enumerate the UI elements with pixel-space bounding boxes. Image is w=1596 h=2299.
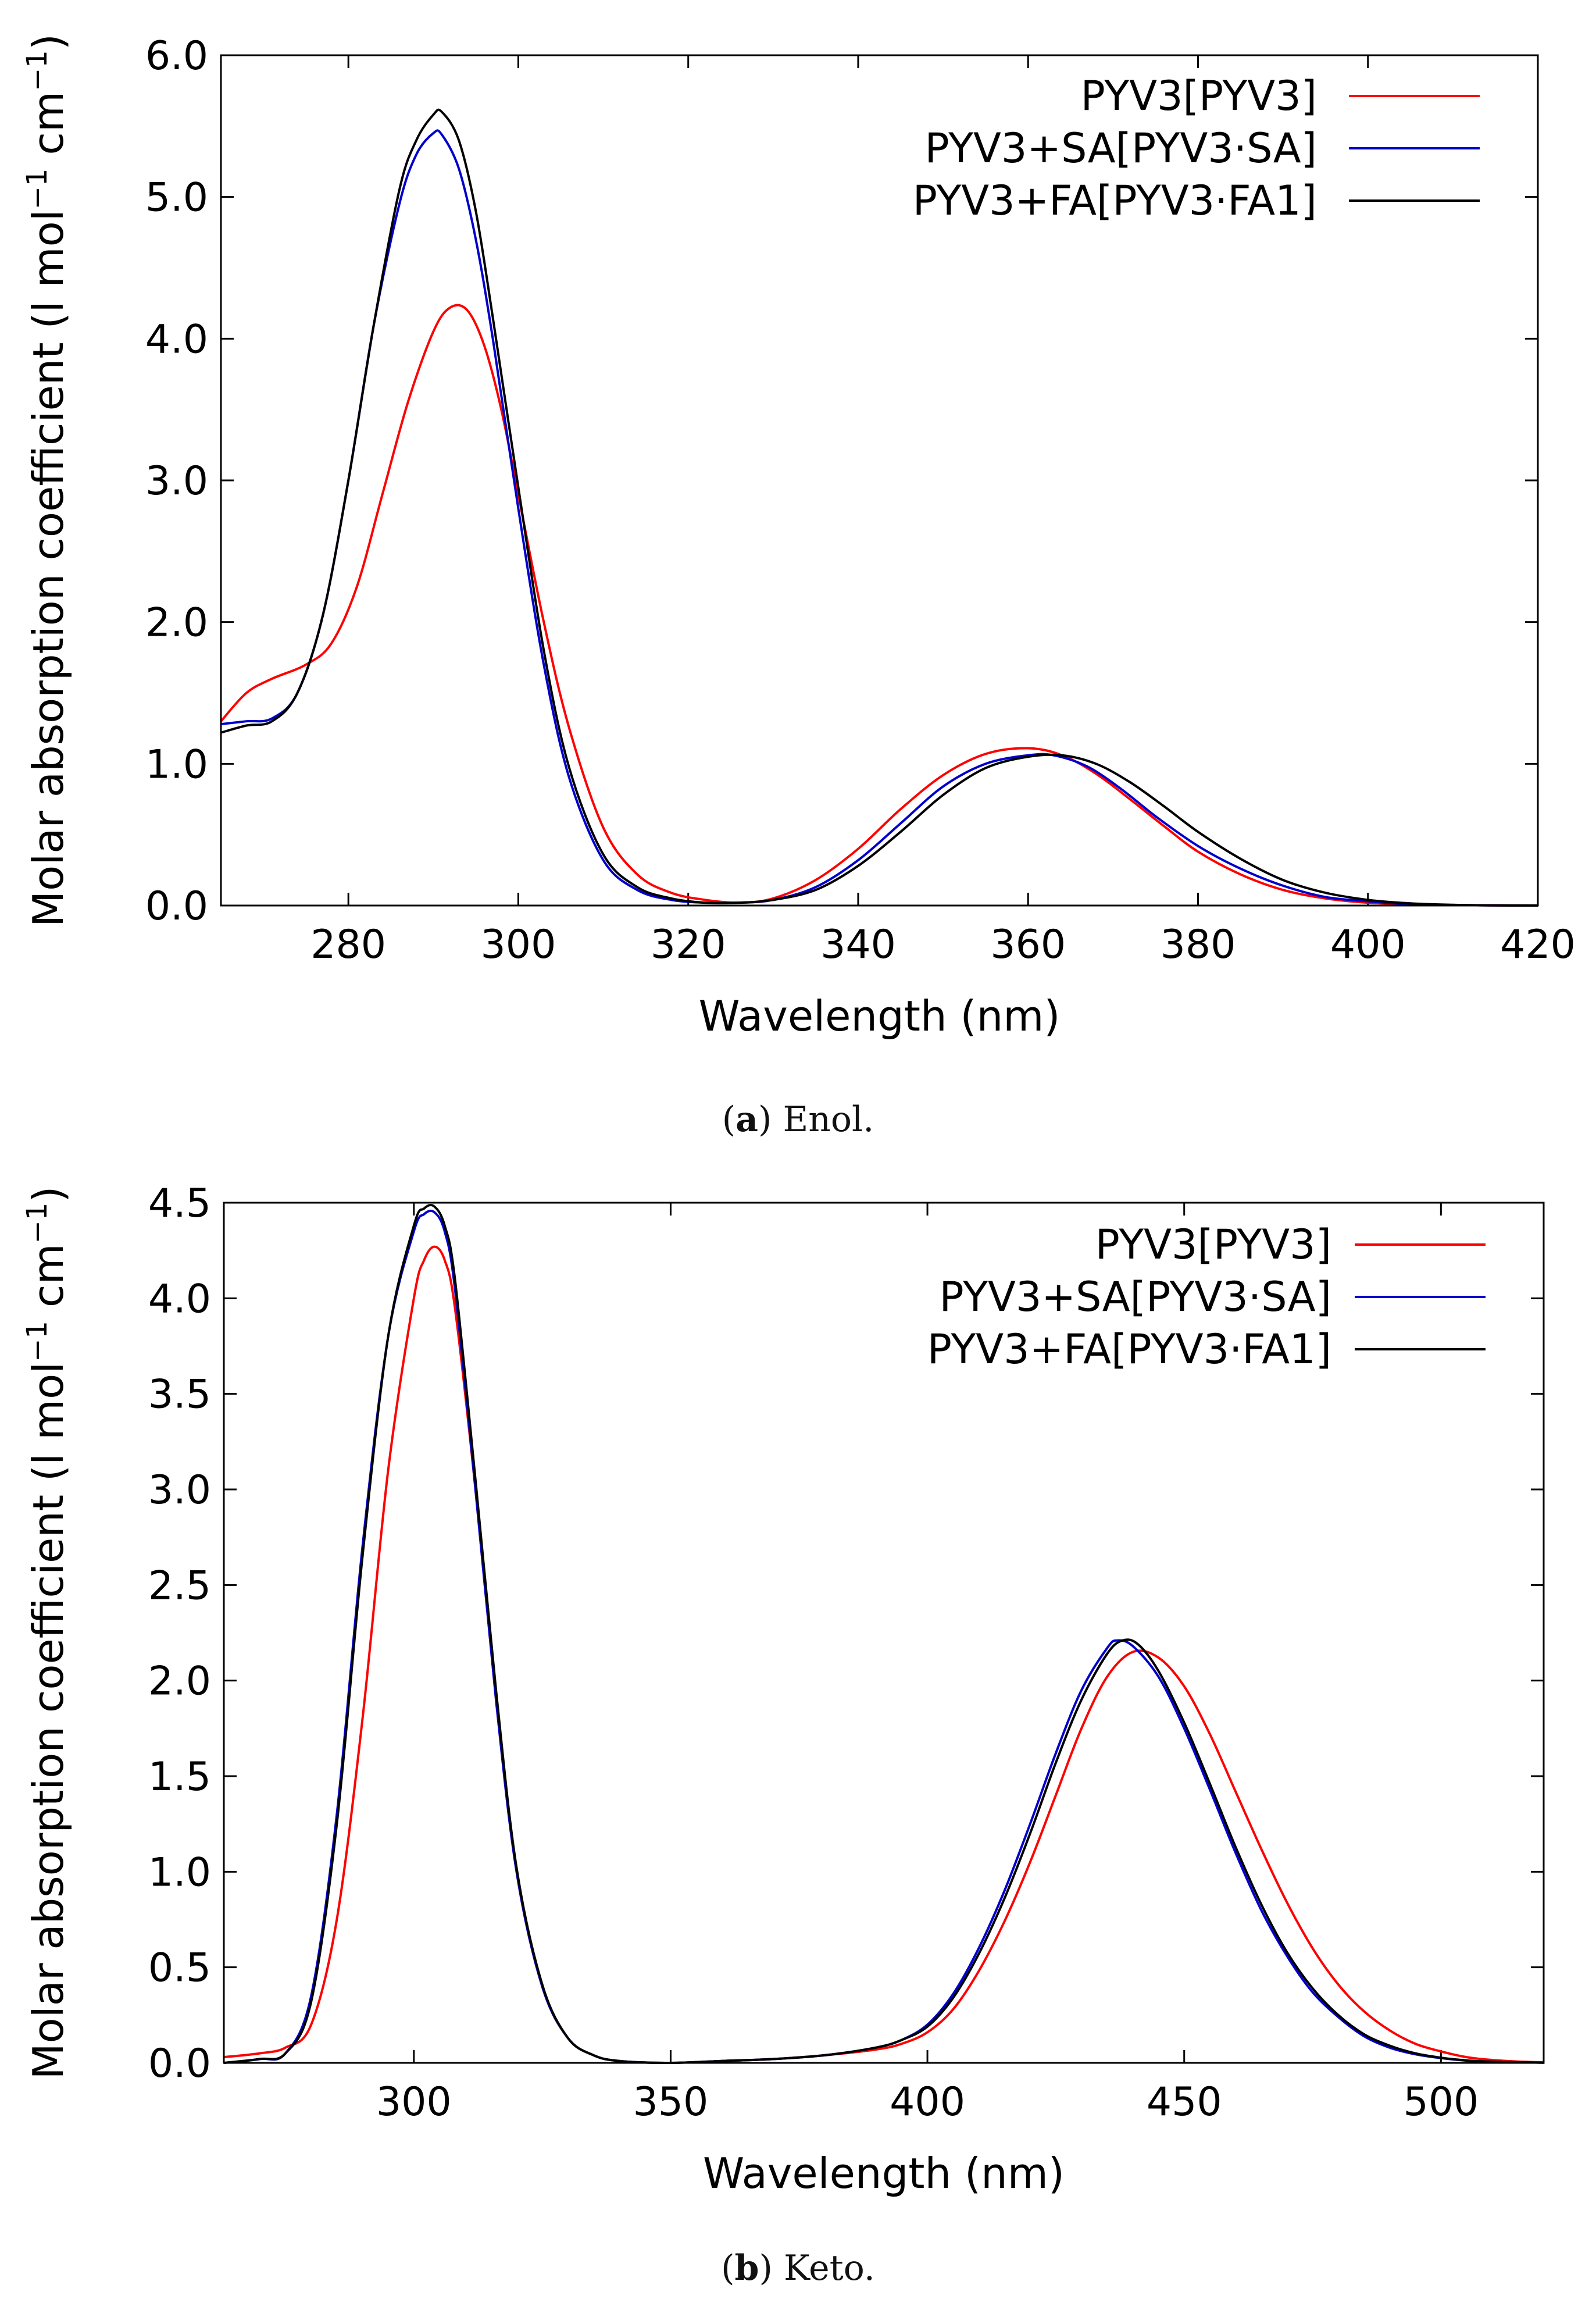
chart-panel-keto: 0.0 0.5 1.0 1.5 2.0 2.5 3.0 3.5 4.0 4.5 300 350 400 4…: [21, 1181, 1545, 2198]
legend: PYV3[PYV3] PYV3+SA[PYV3·SA]PYV3+FA[PYV3·F…: [927, 1221, 1486, 1373]
y-tick-label: 4.5: [148, 1181, 211, 1227]
chart-panel-enol: 0.0 1.0 2.0 3.0 4.0 5.0 6.0 280 300 320 340 360 380 4…: [21, 33, 1576, 1040]
y-axis-label-sup: −1: [21, 169, 53, 210]
y-tick-label: 0.0: [148, 2041, 211, 2087]
series-group: [220, 108, 1538, 907]
x-tick-label: 400: [890, 2079, 965, 2125]
y-axis-label-sup: −1: [21, 50, 53, 91]
series-line: [223, 1209, 1544, 2064]
y-tick-label: 1.0: [145, 742, 208, 787]
y-tick-label: 3.0: [145, 458, 208, 504]
y-axis-label-part: Molar absorption coefficient (l mol: [24, 1362, 73, 2080]
y-tick-label: 0.5: [148, 1945, 211, 1991]
legend-label: PYV3+SA[PYV3·SA]: [940, 1273, 1331, 1321]
y-tick-label: 4.0: [148, 1276, 211, 1322]
legend-label: PYV3+SA[PYV3·SA]: [925, 124, 1317, 172]
legend-label: PYV3+FA[PYV3·FA1]: [913, 177, 1317, 224]
y-tick-label: 1.5: [148, 1754, 211, 1800]
axis-ticks: 0.0 0.5 1.0 1.5 2.0 2.5 3.0 3.5 4.0 4.5 300 350 400 4…: [148, 1181, 1544, 2125]
y-axis-label-sup: −1: [21, 1321, 53, 1362]
x-axis-label: Wavelength (nm): [699, 992, 1061, 1040]
y-tick-label: 3.5: [148, 1372, 211, 1418]
y-tick-label: 3.0: [148, 1467, 211, 1513]
x-tick-label: 400: [1330, 922, 1406, 968]
legend-label: PYV3+FA[PYV3·FA1]: [927, 1325, 1331, 1373]
y-tick-label: 1.0: [148, 1849, 211, 1895]
x-tick-label: 450: [1147, 2079, 1222, 2125]
y-tick-label: 2.5: [148, 1563, 211, 1609]
y-tick-label: 5.0: [145, 175, 208, 221]
y-tick-label: 6.0: [145, 33, 208, 79]
x-tick-label: 280: [310, 922, 386, 968]
x-tick-label: 380: [1161, 922, 1236, 968]
caption-text: Enol.: [783, 1099, 874, 1140]
y-axis-label-part: ): [24, 34, 73, 50]
legend-label: PYV3[PYV3]: [1081, 72, 1317, 120]
y-axis-label-part: cm: [24, 91, 73, 169]
x-tick-label: 300: [481, 922, 556, 968]
caption-letter: b: [734, 2248, 759, 2289]
x-tick-label: 300: [376, 2079, 452, 2125]
x-axis-label: Wavelength (nm): [703, 2149, 1065, 2198]
x-tick-label: 500: [1403, 2079, 1479, 2125]
caption-letter: a: [735, 1099, 758, 1140]
axis-ticks: 0.0 1.0 2.0 3.0 4.0 5.0 6.0 280 300 320 340 360 380 4…: [145, 33, 1576, 968]
y-tick-label: 0.0: [145, 883, 208, 929]
legend-label: PYV3[PYV3]: [1095, 1221, 1331, 1268]
plot-frame: [220, 54, 1539, 907]
y-tick-label: 4.0: [145, 316, 208, 362]
figure-caption-a: (a) Enol.: [722, 1099, 874, 1140]
y-tick-label: 2.0: [148, 1659, 211, 1705]
series-line: [220, 129, 1538, 907]
series-line: [220, 108, 1538, 907]
caption-text: Keto.: [783, 2248, 875, 2289]
y-axis-label: Molar absorption coefficient (l mol−1 cm…: [21, 1186, 73, 2080]
x-tick-label: 360: [990, 922, 1066, 968]
y-axis-label-part: Molar absorption coefficient (l mol: [24, 209, 73, 927]
legend: PYV3[PYV3]PYV3+SA[PYV3·SA] PYV3+FA[PYV3·F…: [913, 72, 1480, 224]
series-line: [223, 1245, 1544, 2064]
y-axis-label: Molar absorption coefficient (l mol−1 cm…: [21, 34, 73, 927]
figure-caption-b: (b) Keto.: [721, 2248, 875, 2289]
y-axis-label-part: cm: [24, 1243, 73, 1321]
x-tick-label: 420: [1500, 922, 1576, 968]
x-tick-label: 340: [820, 922, 896, 968]
series-group: [223, 1204, 1544, 2064]
x-tick-label: 350: [633, 2079, 709, 2125]
x-tick-label: 320: [651, 922, 726, 968]
y-tick-label: 2.0: [145, 600, 208, 646]
y-axis-label-sup: −1: [21, 1203, 53, 1244]
plot-frame: [223, 1202, 1545, 2064]
series-line: [220, 304, 1538, 907]
series-line: [223, 1204, 1544, 2064]
y-axis-label-part: ): [24, 1186, 73, 1203]
